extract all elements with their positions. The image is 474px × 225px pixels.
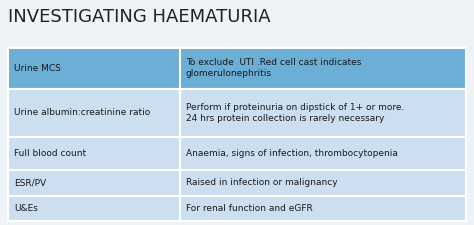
Bar — [180, 137, 466, 170]
Bar — [180, 196, 466, 221]
Bar — [180, 48, 466, 89]
Bar — [8, 48, 180, 89]
Text: For renal function and eGFR: For renal function and eGFR — [186, 204, 312, 213]
Bar — [8, 137, 180, 170]
Text: Urine albumin:creatinine ratio: Urine albumin:creatinine ratio — [14, 108, 150, 117]
Text: Perform if proteinuria on dipstick of 1+ or more.
24 hrs protein collection is r: Perform if proteinuria on dipstick of 1+… — [186, 103, 404, 123]
Text: Urine MCS: Urine MCS — [14, 64, 61, 73]
Bar — [180, 170, 466, 196]
Bar — [180, 89, 466, 137]
Bar — [8, 89, 180, 137]
Text: Full blood count: Full blood count — [14, 149, 86, 158]
Text: ESR/PV: ESR/PV — [14, 178, 46, 187]
Bar — [8, 170, 180, 196]
Text: Anaemia, signs of infection, thrombocytopenia: Anaemia, signs of infection, thrombocyto… — [186, 149, 398, 158]
Text: U&Es: U&Es — [14, 204, 38, 213]
Text: To exclude  UTI .Red cell cast indicates
glomerulonephritis: To exclude UTI .Red cell cast indicates … — [186, 58, 361, 78]
Bar — [8, 196, 180, 221]
Text: Raised in infection or malignancy: Raised in infection or malignancy — [186, 178, 337, 187]
Text: INVESTIGATING HAEMATURIA: INVESTIGATING HAEMATURIA — [8, 8, 271, 26]
